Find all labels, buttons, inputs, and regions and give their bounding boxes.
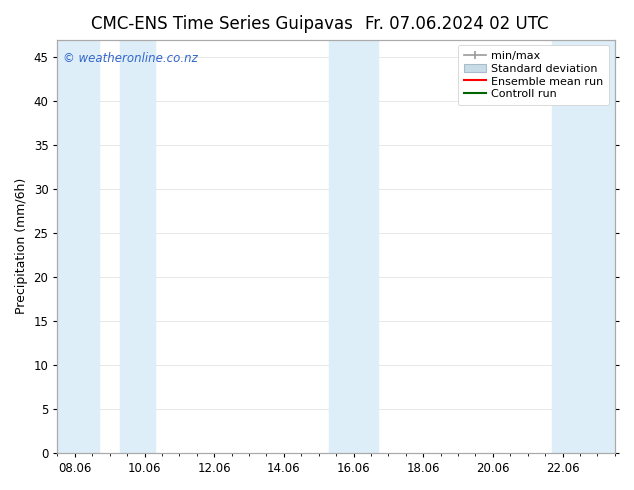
Bar	[120, 40, 155, 453]
Bar	[329, 40, 378, 453]
Legend: min/max, Standard deviation, Ensemble mean run, Controll run: min/max, Standard deviation, Ensemble me…	[458, 45, 609, 105]
Y-axis label: Precipitation (mm/6h): Precipitation (mm/6h)	[15, 178, 28, 315]
Bar	[552, 40, 615, 453]
Bar	[58, 40, 100, 453]
Text: Fr. 07.06.2024 02 UTC: Fr. 07.06.2024 02 UTC	[365, 15, 548, 33]
Text: CMC-ENS Time Series Guipavas: CMC-ENS Time Series Guipavas	[91, 15, 353, 33]
Text: © weatheronline.co.nz: © weatheronline.co.nz	[63, 52, 198, 65]
